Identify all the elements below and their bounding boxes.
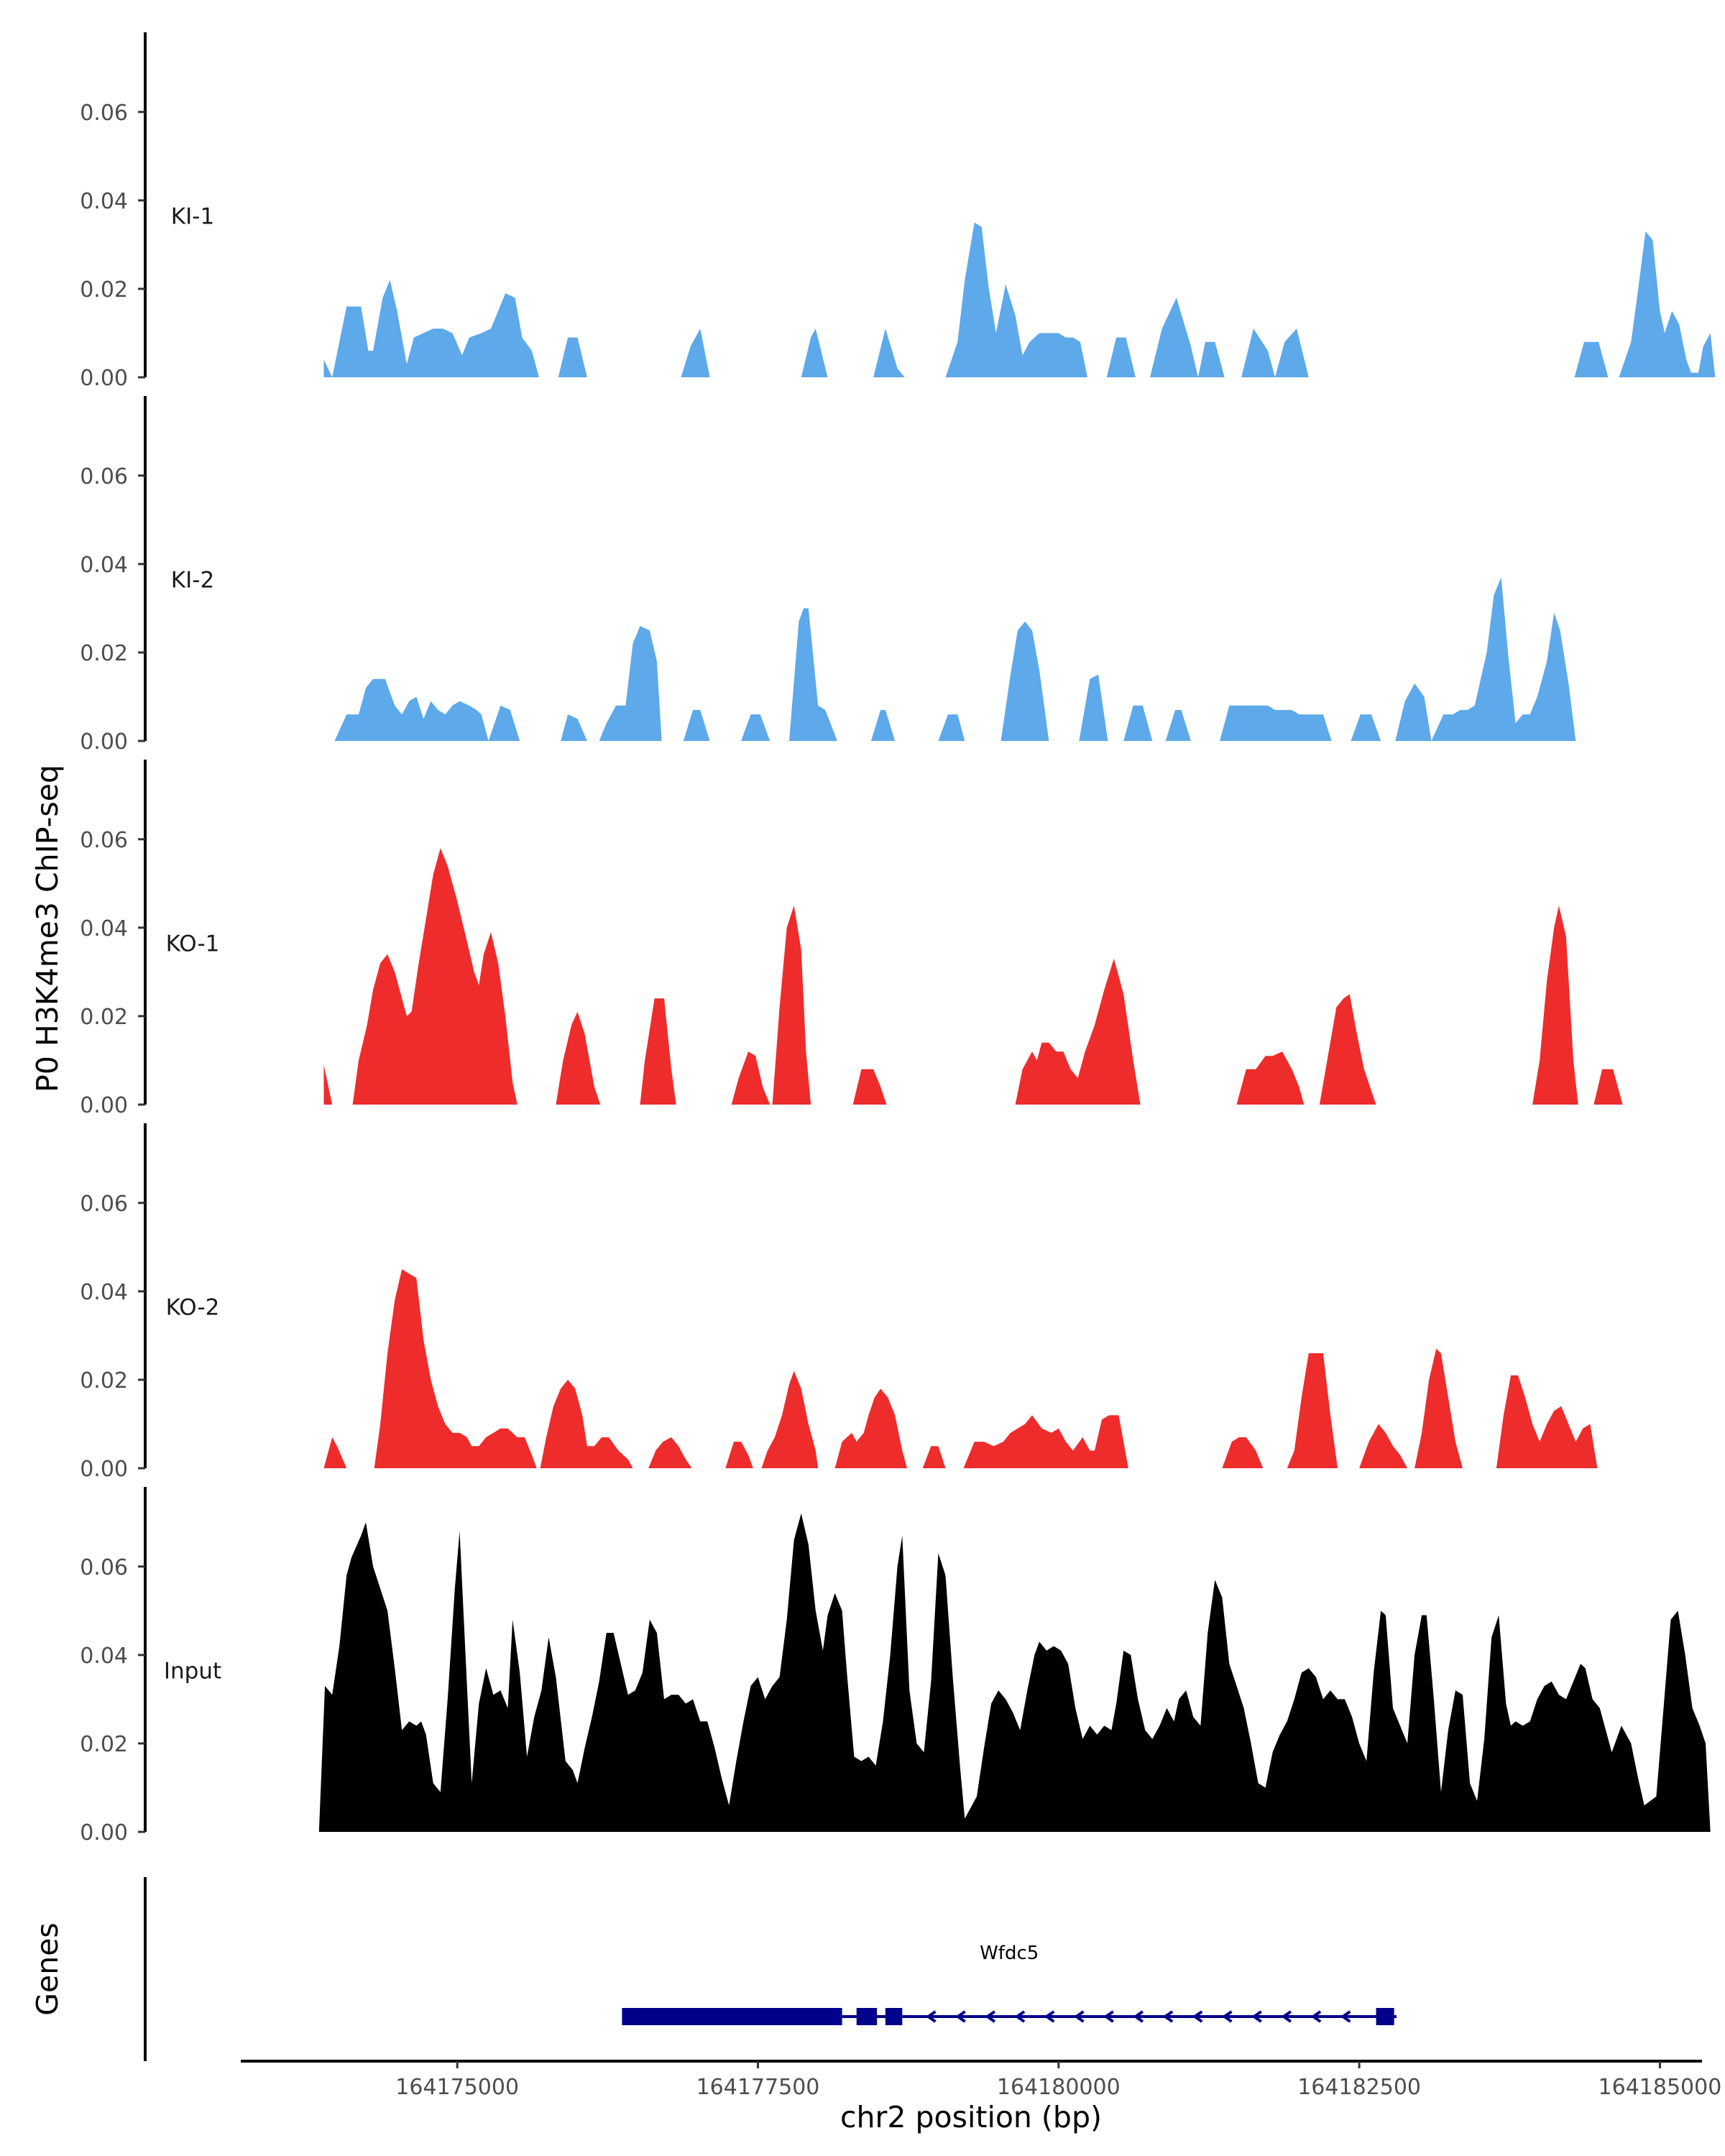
track-signal-area <box>323 848 1623 1105</box>
y-tick-label: 0.02 <box>80 1368 128 1393</box>
x-tick-label: 164182500 <box>1297 2075 1421 2100</box>
strand-arrow <box>1222 2010 1233 2023</box>
y-tick-label: 0.02 <box>80 641 128 666</box>
x-tick-label: 164185000 <box>1598 2075 1722 2100</box>
y-tick-label: 0.04 <box>80 1644 128 1669</box>
gene-exon <box>1376 2008 1394 2025</box>
track-signal-area <box>323 1269 1598 1468</box>
genes-panel: Wfdc5 <box>144 1877 1397 2061</box>
track-panel: 0.00 0.02 0.04 0.06 KI-1 <box>80 32 1716 391</box>
x-tick-label: 164177500 <box>696 2075 820 2100</box>
track-label: KI-2 <box>171 567 214 593</box>
strand-arrow <box>985 2010 996 2023</box>
x-tick-label: 164175000 <box>395 2075 519 2100</box>
track-label: KO-1 <box>166 931 220 957</box>
y-tick-label: 0.02 <box>80 1005 128 1030</box>
y-tick-label: 0.04 <box>80 916 128 941</box>
y-tick-label: 0.02 <box>80 1732 128 1757</box>
strand-arrow <box>1192 2010 1203 2023</box>
strand-arrow <box>955 2010 966 2023</box>
track-signal-area <box>323 222 1716 377</box>
track-signal-area <box>334 577 1576 741</box>
gene-name-label: Wfdc5 <box>980 1943 1039 1964</box>
x-axis-title: chr2 position (bp) <box>840 2100 1102 2134</box>
strand-arrow <box>926 2010 937 2023</box>
strand-arrow <box>1103 2010 1114 2023</box>
track-panels: 0.00 0.02 0.04 0.06 KI-1 0.00 0.02 0.04 0.06 KI-2… <box>80 32 1716 1846</box>
track-panel: 0.00 0.02 0.04 0.06 KO-1 <box>80 760 1623 1118</box>
y-tick-label: 0.06 <box>80 828 128 853</box>
track-panel: 0.00 0.02 0.04 0.06 Input <box>80 1487 1711 1846</box>
gene-exon <box>885 2008 903 2025</box>
y-tick-label: 0.06 <box>80 1192 128 1217</box>
y-tick-label: 0.02 <box>80 277 128 303</box>
strand-arrow <box>1074 2010 1085 2023</box>
y-tick-label: 0.04 <box>80 1280 128 1305</box>
track-label: KI-1 <box>171 203 214 229</box>
y-tick-label: 0.06 <box>80 101 128 126</box>
track-label: KO-2 <box>166 1294 220 1320</box>
strand-arrow <box>1310 2010 1322 2023</box>
strand-arrow <box>1044 2010 1055 2023</box>
gene-exon <box>622 2008 842 2025</box>
y-tick-label: 0.06 <box>80 464 128 489</box>
y-tick-label: 0.00 <box>80 1457 128 1482</box>
track-panel: 0.00 0.02 0.04 0.06 KI-2 <box>80 396 1576 755</box>
genes-axis-title: Genes <box>30 1922 65 2016</box>
x-axis: 164175000 164177500 164180000 164182500 1641… <box>241 2060 1721 2100</box>
y-tick-label: 0.00 <box>80 366 128 391</box>
y-tick-label: 0.04 <box>80 553 128 578</box>
strand-arrow <box>1281 2010 1292 2023</box>
track-panel: 0.00 0.02 0.04 0.06 KO-2 <box>80 1123 1598 1482</box>
strand-arrow <box>1251 2010 1262 2023</box>
strand-arrow <box>1162 2010 1174 2023</box>
strand-arrow <box>1014 2010 1026 2023</box>
strand-arrow <box>1340 2010 1351 2023</box>
track-signal-area <box>318 1513 1711 1832</box>
strand-arrow <box>1133 2010 1144 2023</box>
x-tick-label: 164180000 <box>997 2075 1121 2100</box>
gene-exon <box>856 2008 878 2025</box>
y-tick-label: 0.00 <box>80 1820 128 1846</box>
y-tick-label: 0.04 <box>80 189 128 214</box>
gene-model <box>622 2008 1397 2025</box>
y-tick-label: 0.06 <box>80 1555 128 1580</box>
y-tick-label: 0.00 <box>80 1093 128 1118</box>
track-label: Input <box>164 1658 221 1684</box>
y-axis-title: P0 H3K4me3 ChIP-seq <box>30 765 65 1092</box>
x-axis-ticks: 164175000 164177500 164180000 164182500 1641… <box>395 2061 1721 2100</box>
y-tick-label: 0.00 <box>80 729 128 755</box>
